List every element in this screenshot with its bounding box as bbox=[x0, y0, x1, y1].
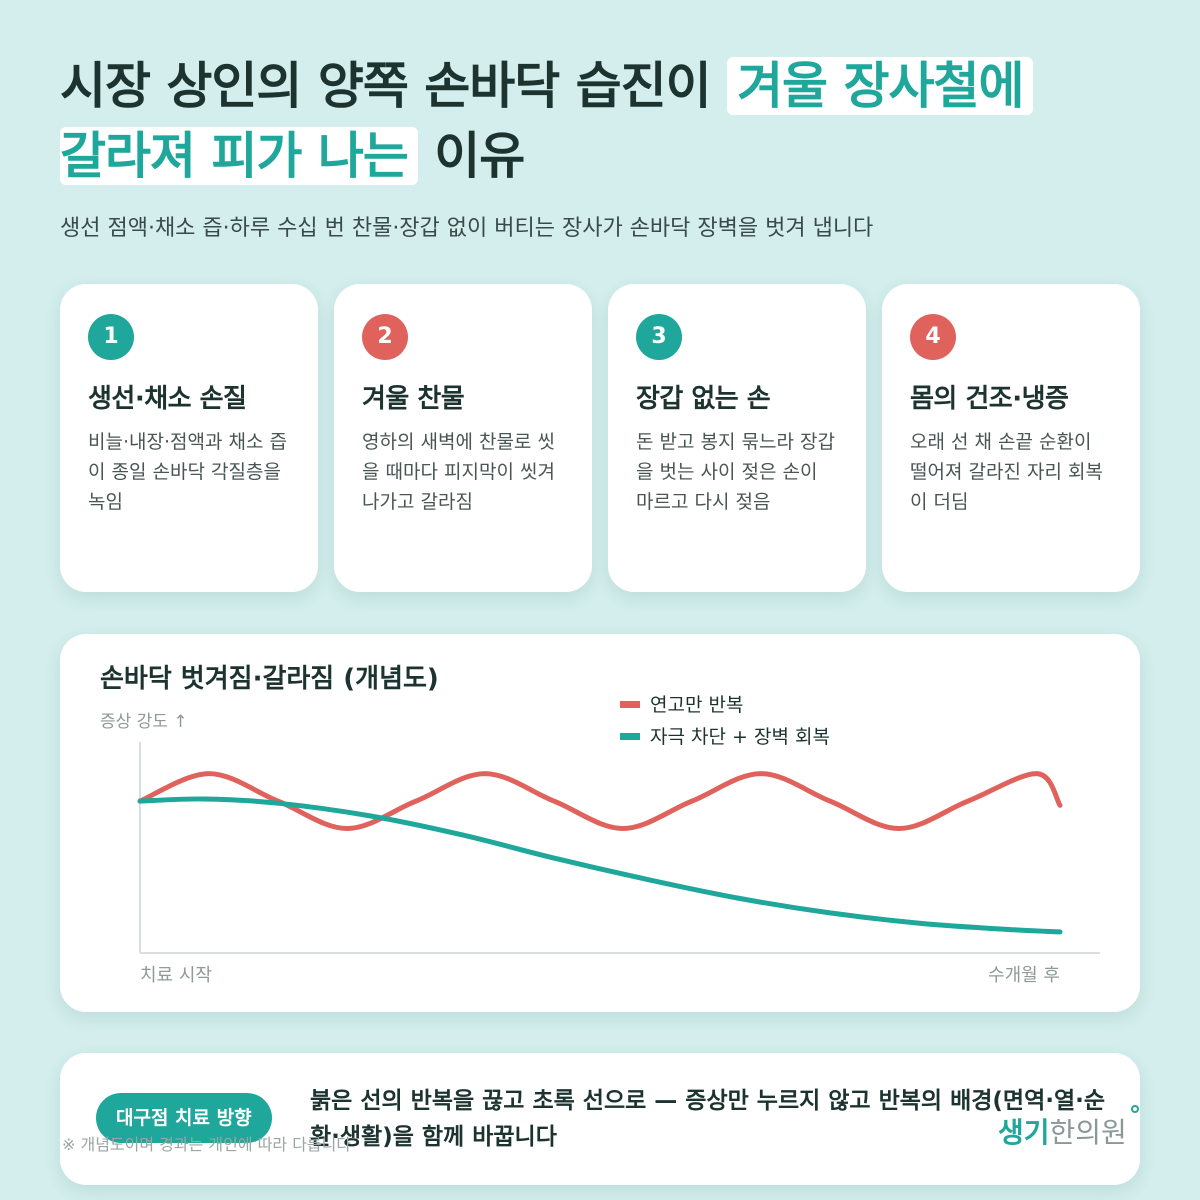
cause-card-1: 1 생선·채소 손질 비늘·내장·점액과 채소 즙이 종일 손바닥 각질층을 녹… bbox=[60, 284, 318, 592]
cause-card-2: 2 겨울 찬물 영하의 새벽에 찬물로 씻을 때마다 피지막이 씻겨 나가고 갈… bbox=[334, 284, 592, 592]
headline-line-2: 갈라져 피가 나는 이유 bbox=[60, 122, 1150, 192]
legend-swatch-red bbox=[620, 701, 640, 708]
chart-title: 손바닥 벗겨짐·갈라짐 (개념도) bbox=[100, 664, 439, 694]
footnote: ※ 개념도이며 경과는 개인에 따라 다릅니다 bbox=[62, 1135, 352, 1154]
card-number-badge: 3 bbox=[636, 314, 682, 360]
headline-line-1: 시장 상인의 양쪽 손바닥 습진이 겨울 장사철에 bbox=[60, 52, 1150, 122]
legend-label-green: 자극 차단 + 장벽 회복 bbox=[650, 726, 830, 748]
chart-card: 손바닥 벗겨짐·갈라짐 (개념도) 증상 강도 ↑ 치료 시작 수개월 후 연고… bbox=[60, 634, 1140, 1012]
card-title: 몸의 건조·냉증 bbox=[910, 384, 1069, 414]
headline-text: 시장 상인의 양쪽 손바닥 습진이 bbox=[60, 57, 712, 115]
card-title: 겨울 찬물 bbox=[362, 384, 465, 414]
card-number-badge: 1 bbox=[88, 314, 134, 360]
legend-label-red: 연고만 반복 bbox=[650, 694, 743, 716]
logo-accent: 생기 bbox=[998, 1116, 1050, 1149]
card-description: 돈 받고 봉지 묶느라 장갑을 벗는 사이 젖은 손이 마르고 다시 젖음 bbox=[636, 431, 835, 513]
logo-rest: 한의원 bbox=[1049, 1116, 1127, 1149]
treatment-direction-pill: 대구점 치료 방향 bbox=[96, 1093, 272, 1143]
clinic-logo: 생기한의원 bbox=[998, 1105, 1139, 1151]
concept-line-chart: 증상 강도 ↑ 치료 시작 수개월 후 연고만 반복 자극 차단 + 장벽 회복 bbox=[100, 694, 1100, 986]
cause-card-4: 4 몸의 건조·냉증 오래 선 채 손끝 순환이 떨어져 갈라진 자리 회복이 … bbox=[882, 284, 1140, 592]
treatment-direction-card: 대구점 치료 방향 붉은 선의 반복을 끊고 초록 선으로 — 증상만 누르지 … bbox=[60, 1053, 1140, 1185]
card-description: 영하의 새벽에 찬물로 씻을 때마다 피지막이 씻겨 나가고 갈라짐 bbox=[362, 431, 555, 513]
subtitle: 생선 점액·채소 즙·하루 수십 번 찬물·장갑 없이 버티는 장사가 손바닥 … bbox=[60, 216, 874, 241]
treatment-direction-text: 붉은 선의 반복을 끊고 초록 선으로 — 증상만 누르지 않고 반복의 배경(… bbox=[310, 1088, 1106, 1150]
series-line-repeat-ointment bbox=[137, 771, 1063, 832]
headline-highlight: 갈라져 피가 나는 bbox=[60, 127, 418, 185]
headline-highlight: 겨울 장사철에 bbox=[727, 57, 1034, 115]
card-description: 비늘·내장·점액과 채소 즙이 종일 손바닥 각질층을 녹임 bbox=[88, 431, 287, 513]
cause-card-3: 3 장갑 없는 손 돈 받고 봉지 묶느라 장갑을 벗는 사이 젖은 손이 마르… bbox=[608, 284, 866, 592]
cause-cards: 1 생선·채소 손질 비늘·내장·점액과 채소 즙이 종일 손바닥 각질층을 녹… bbox=[60, 284, 1140, 592]
legend-swatch-green bbox=[620, 733, 640, 740]
headline-text: 이유 bbox=[434, 127, 525, 185]
x-end-label: 수개월 후 bbox=[988, 965, 1060, 986]
logo-dot-icon bbox=[1130, 1105, 1139, 1113]
card-title: 장갑 없는 손 bbox=[636, 384, 771, 414]
headline: 시장 상인의 양쪽 손바닥 습진이 겨울 장사철에 갈라져 피가 나는 이유 bbox=[60, 52, 1150, 192]
series-line-barrier-recovery bbox=[137, 796, 1063, 935]
card-number-badge: 2 bbox=[362, 314, 408, 360]
card-title: 생선·채소 손질 bbox=[88, 384, 247, 414]
y-axis-label: 증상 강도 ↑ bbox=[100, 712, 188, 732]
card-description: 오래 선 채 손끝 순환이 떨어져 갈라진 자리 회복이 더딤 bbox=[910, 431, 1103, 513]
card-number-badge: 4 bbox=[910, 314, 956, 360]
x-start-label: 치료 시작 bbox=[140, 965, 212, 986]
